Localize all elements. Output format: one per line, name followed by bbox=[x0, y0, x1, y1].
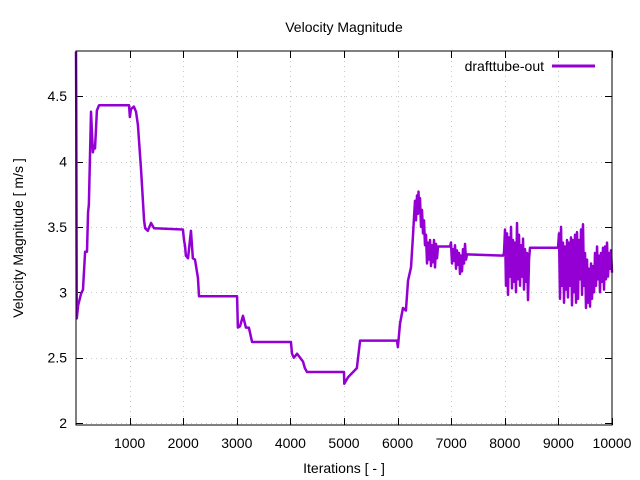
x-tick-label: 1000 bbox=[114, 435, 145, 451]
series-layer bbox=[74, 51, 614, 386]
y-tick-label: 2 bbox=[59, 415, 67, 431]
y-tick-labels: 2 2.5 3 3.5 4 4.5 bbox=[48, 88, 68, 431]
x-tick-label: 4000 bbox=[275, 435, 306, 451]
x-tick-label: 3000 bbox=[221, 435, 252, 451]
x-tick-label: 10000 bbox=[593, 435, 632, 451]
plot-frame bbox=[75, 50, 613, 426]
x-tick-label: 9000 bbox=[543, 435, 574, 451]
tick-marks bbox=[76, 51, 613, 425]
y-tick-label: 4.5 bbox=[48, 88, 68, 104]
y-tick-label: 3.5 bbox=[48, 219, 68, 235]
x-tick-label: 6000 bbox=[382, 435, 413, 451]
x-axis-label: Iterations [ - ] bbox=[303, 460, 385, 476]
y-tick-label: 3 bbox=[59, 284, 67, 300]
y-axis-label: Velocity Magnitude [ m/s ] bbox=[10, 158, 26, 318]
series-line-drafttube-out bbox=[74, 51, 614, 386]
y-tick-label: 4 bbox=[59, 154, 67, 170]
legend: drafttube-out bbox=[465, 58, 595, 74]
chart-title: Velocity Magnitude bbox=[285, 19, 403, 35]
x-tick-labels: 1000 2000 3000 4000 5000 6000 7000 8000 9000 1000… bbox=[114, 435, 632, 451]
x-tick-label: 8000 bbox=[489, 435, 520, 451]
x-tick-label: 5000 bbox=[328, 435, 359, 451]
x-tick-label: 2000 bbox=[168, 435, 199, 451]
x-tick-label: 7000 bbox=[436, 435, 467, 451]
legend-label: drafttube-out bbox=[465, 58, 544, 74]
y-tick-label: 2.5 bbox=[48, 350, 68, 366]
